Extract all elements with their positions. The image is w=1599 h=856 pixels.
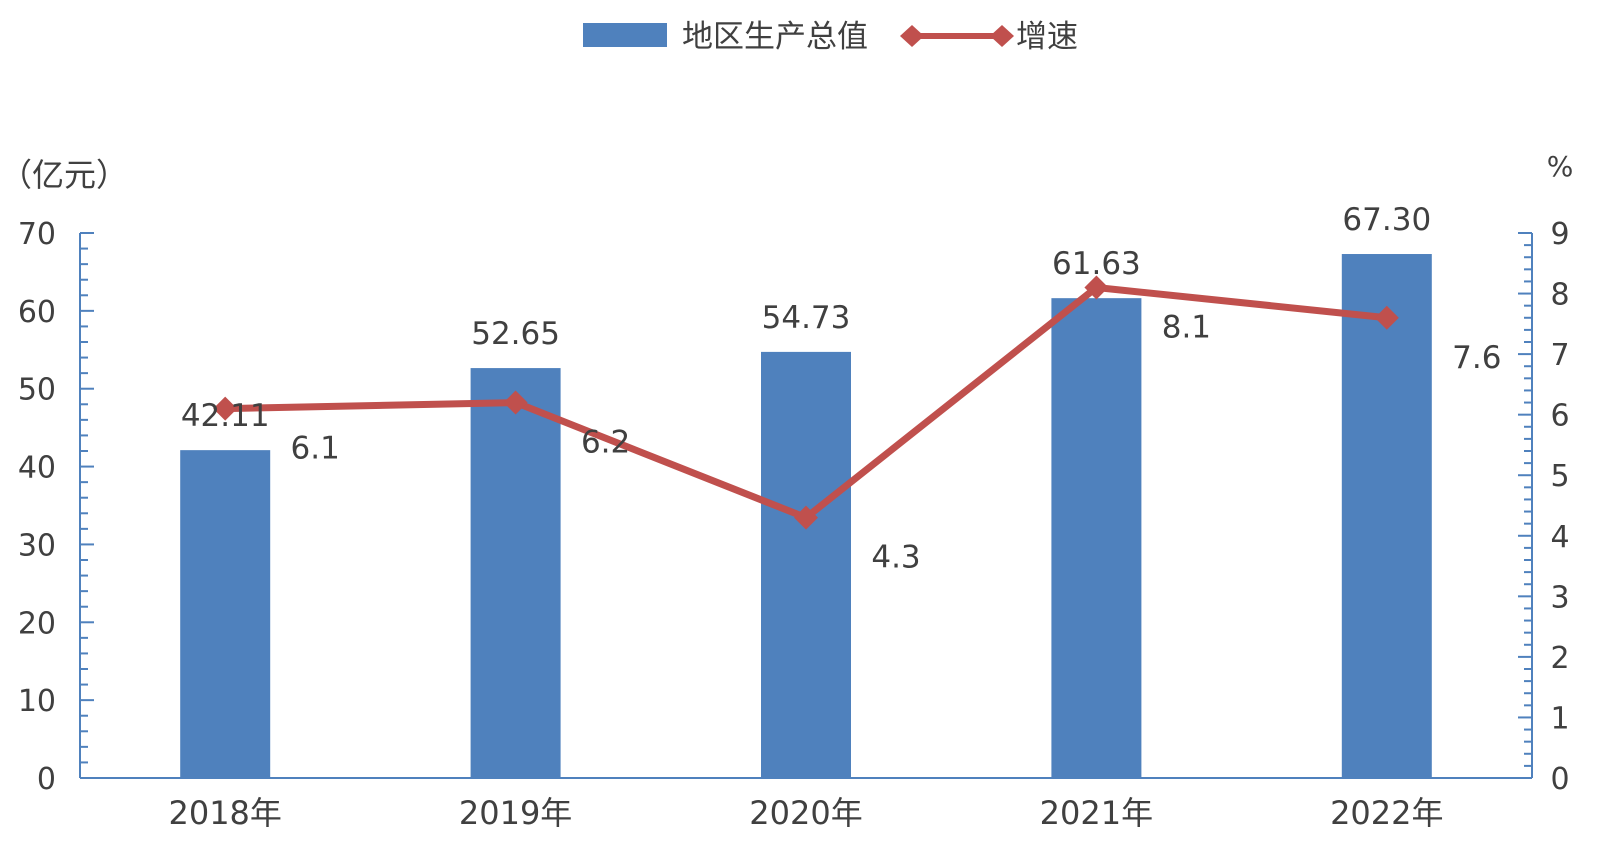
x-tick-label: 2021年 [1040, 794, 1153, 832]
legend-marker-left [900, 25, 924, 47]
y-right-tick-label: 4 [1550, 520, 1569, 555]
data-labels: 42.11 52.65 54.73 61.63 67.30 6.1 6.2 4.3 8.1 7.6 [181, 202, 1502, 576]
bar [761, 351, 851, 778]
line-value-label: 7.6 [1452, 340, 1501, 376]
bar-value-label: 54.73 [762, 300, 851, 336]
axes: 0 10 20 30 40 50 60 70 0 1 2 3 4 5 6 7 8 9 2018年 2019年 2020年… [18, 217, 1570, 832]
y-right-tick-label: 1 [1550, 701, 1569, 736]
bar [1341, 254, 1432, 778]
line-marker [213, 396, 238, 421]
bar-value-label: 61.63 [1052, 246, 1141, 282]
y-left-tick-label: 30 [18, 528, 56, 563]
line-value-label: 8.1 [1162, 310, 1211, 346]
line-value-label: 6.1 [291, 431, 340, 467]
y-left-tick-label: 0 [37, 762, 56, 797]
y-axis-left-title: （亿元） [0, 156, 128, 194]
y-right-tick-label: 9 [1550, 217, 1569, 252]
line-marker [503, 390, 528, 415]
y-left-tick-label: 40 [18, 451, 56, 486]
x-tick-label: 2022年 [1330, 794, 1443, 832]
legend: 地区生产总值 增速 [583, 19, 1078, 55]
line-series [213, 275, 1399, 530]
legend-label-gdp: 地区生产总值 [682, 19, 868, 55]
y-left-tick-label: 20 [18, 606, 56, 641]
y-left-tick-label: 60 [18, 295, 56, 330]
legend-swatch-bar [583, 23, 667, 47]
line-value-label: 6.2 [581, 425, 630, 461]
line-value-label: 4.3 [871, 540, 920, 576]
bar-series [180, 254, 1432, 778]
line-marker [794, 505, 818, 530]
bar [1051, 298, 1142, 778]
legend-marker-right [990, 25, 1014, 47]
bar-value-label: 52.65 [471, 316, 560, 352]
x-tick-label: 2018年 [168, 794, 281, 832]
bar-value-label: 67.30 [1342, 202, 1431, 238]
line-marker [1374, 305, 1399, 330]
legend-label-growth: 增速 [1016, 19, 1078, 55]
x-tick-label: 2020年 [749, 794, 862, 832]
y-right-tick-label: 3 [1550, 580, 1569, 615]
y-right-tick-label: 7 [1550, 338, 1569, 373]
y-right-tick-label: 6 [1550, 399, 1569, 434]
line-marker [1084, 275, 1109, 300]
y-right-tick-label: 5 [1550, 459, 1569, 494]
x-tick-label: 2019年 [459, 794, 572, 832]
bar [470, 368, 561, 778]
y-right-tick-label: 0 [1550, 762, 1569, 797]
bar-value-label: 42.11 [181, 398, 270, 434]
y-right-tick-label: 2 [1550, 641, 1569, 676]
y-left-tick-label: 50 [18, 373, 56, 408]
bar [180, 450, 271, 778]
y-right-tick-label: 8 [1550, 278, 1569, 313]
y-left-tick-label: 70 [18, 217, 56, 252]
y-axis-right-title: % [1547, 150, 1574, 183]
y-left-tick-label: 10 [18, 684, 56, 719]
